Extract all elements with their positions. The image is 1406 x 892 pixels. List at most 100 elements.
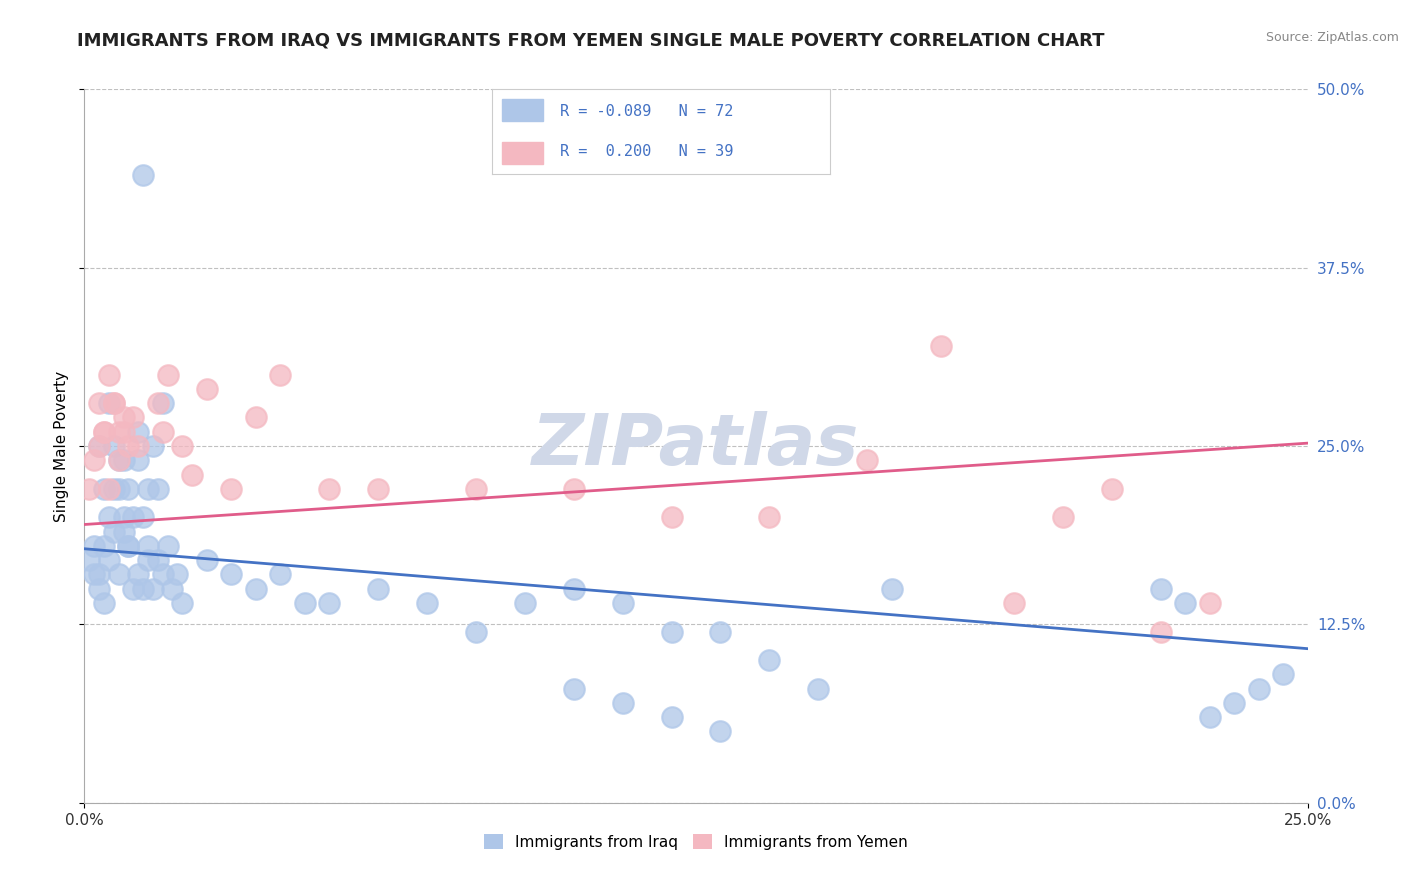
Point — [127, 439, 149, 453]
Point — [87, 567, 110, 582]
Point — [136, 539, 159, 553]
Point — [1198, 596, 1220, 610]
Point — [245, 582, 267, 596]
Point — [87, 439, 110, 453]
Legend: Immigrants from Iraq, Immigrants from Yemen: Immigrants from Iraq, Immigrants from Ye… — [478, 828, 914, 855]
Point — [318, 482, 340, 496]
Point — [77, 553, 100, 567]
Point — [83, 567, 105, 582]
Point — [156, 539, 179, 553]
Point — [97, 553, 120, 567]
Point — [112, 425, 135, 439]
Point — [166, 567, 188, 582]
Point — [880, 582, 903, 596]
Point — [464, 624, 486, 639]
Point — [146, 396, 169, 410]
Point — [122, 582, 145, 596]
Point — [219, 567, 242, 582]
Point — [1223, 696, 1246, 710]
Text: IMMIGRANTS FROM IRAQ VS IMMIGRANTS FROM YEMEN SINGLE MALE POVERTY CORRELATION CH: IMMIGRANTS FROM IRAQ VS IMMIGRANTS FROM … — [77, 31, 1105, 49]
Point — [136, 482, 159, 496]
Point — [612, 696, 634, 710]
Y-axis label: Single Male Poverty: Single Male Poverty — [53, 370, 69, 522]
Point — [219, 482, 242, 496]
Point — [97, 510, 120, 524]
Point — [562, 681, 585, 696]
Point — [107, 425, 129, 439]
Point — [112, 453, 135, 467]
Point — [1198, 710, 1220, 724]
Point — [1052, 510, 1074, 524]
Point — [103, 396, 125, 410]
Point — [87, 396, 110, 410]
Point — [87, 439, 110, 453]
Point — [127, 425, 149, 439]
Text: R = -0.089   N = 72: R = -0.089 N = 72 — [560, 103, 733, 119]
Point — [103, 524, 125, 539]
Point — [269, 368, 291, 382]
Point — [1247, 681, 1270, 696]
Point — [856, 453, 879, 467]
Point — [112, 524, 135, 539]
Text: Source: ZipAtlas.com: Source: ZipAtlas.com — [1265, 31, 1399, 45]
Point — [1150, 624, 1173, 639]
Point — [152, 567, 174, 582]
Point — [136, 553, 159, 567]
Point — [513, 596, 536, 610]
Point — [562, 482, 585, 496]
Point — [117, 539, 139, 553]
Point — [661, 624, 683, 639]
Point — [172, 439, 194, 453]
FancyBboxPatch shape — [502, 99, 543, 121]
Point — [758, 653, 780, 667]
Point — [146, 482, 169, 496]
Point — [127, 453, 149, 467]
Point — [112, 410, 135, 425]
Point — [294, 596, 316, 610]
Point — [117, 439, 139, 453]
Text: ZIPatlas: ZIPatlas — [533, 411, 859, 481]
Point — [122, 510, 145, 524]
FancyBboxPatch shape — [502, 142, 543, 164]
Point — [1002, 596, 1025, 610]
Point — [709, 724, 731, 739]
Point — [152, 425, 174, 439]
Point — [464, 482, 486, 496]
Point — [107, 482, 129, 496]
Point — [83, 453, 105, 467]
Point — [152, 396, 174, 410]
Point — [269, 567, 291, 582]
Point — [367, 582, 389, 596]
Point — [97, 368, 120, 382]
Point — [1150, 582, 1173, 596]
Point — [93, 482, 115, 496]
Point — [562, 582, 585, 596]
Point — [146, 553, 169, 567]
Point — [245, 410, 267, 425]
Point — [1101, 482, 1123, 496]
Point — [117, 539, 139, 553]
Point — [1174, 596, 1197, 610]
Point — [132, 168, 155, 182]
Point — [112, 510, 135, 524]
Point — [107, 453, 129, 467]
Point — [132, 582, 155, 596]
Point — [93, 425, 115, 439]
Point — [93, 596, 115, 610]
Point — [758, 510, 780, 524]
Point — [367, 482, 389, 496]
Point — [127, 567, 149, 582]
Point — [416, 596, 439, 610]
Point — [107, 453, 129, 467]
Point — [103, 439, 125, 453]
Point — [107, 567, 129, 582]
Point — [929, 339, 952, 353]
Point — [172, 596, 194, 610]
Text: R =  0.200   N = 39: R = 0.200 N = 39 — [560, 145, 733, 160]
Point — [122, 410, 145, 425]
Point — [97, 482, 120, 496]
Point — [162, 582, 184, 596]
Point — [87, 582, 110, 596]
Point — [77, 482, 100, 496]
Point — [142, 582, 165, 596]
